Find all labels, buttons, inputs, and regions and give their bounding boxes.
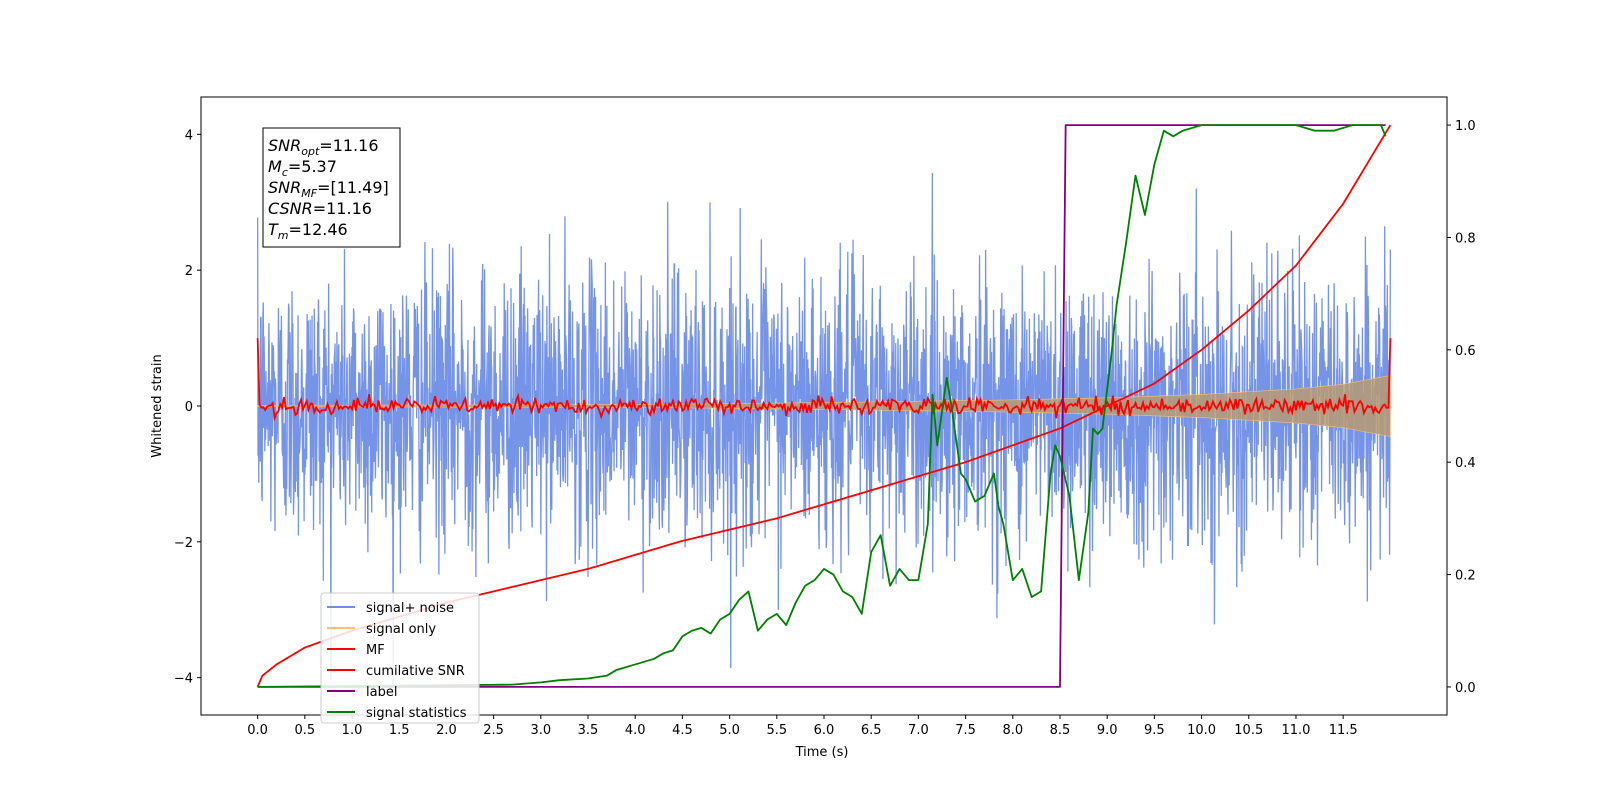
y2-tick-label: 0.6 [1455,344,1476,359]
series-mf [256,338,1392,422]
info-tm: Tm=12.46 [268,220,348,242]
info-snr-opt: SNRopt=11.16 [268,136,379,158]
x-tick-label: 7.0 [908,723,929,738]
x-tick-label: 1.5 [389,723,410,738]
series-layer [256,124,1392,688]
legend-label: cumilative SNR [366,664,465,679]
x-tick-label: 11.0 [1281,723,1310,738]
x-tick-label: 6.5 [861,723,882,738]
legend-label: signal statistics [366,706,467,721]
y-tick-label: −4 [174,672,193,687]
x-tick-label: 9.0 [1097,723,1118,738]
info-box: SNRopt=11.16 Mc=5.37 SNRMF=[11.49] CSNR=… [262,127,401,248]
x-tick-label: 5.0 [719,723,740,738]
x-tick-label: 10.0 [1187,723,1216,738]
x-tick-label: 7.5 [955,723,976,738]
y2-tick-label: 0.4 [1455,456,1476,471]
legend-label: signal only [366,622,436,637]
x-tick-label: 9.5 [1144,723,1165,738]
info-csnr: CSNR=11.16 [268,199,372,218]
x-tick-label: 11.5 [1329,723,1358,738]
x-tick-label: 8.5 [1050,723,1071,738]
y-axis-right: 1.0 0.8 0.6 0.4 0.2 0.0 [1447,119,1476,696]
info-snr-mf: SNRMF=[11.49] [268,178,389,200]
x-tick-label: 0.5 [294,723,315,738]
legend: signal+ noise signal only MF cumilative SNR… [320,592,480,724]
x-tick-label: 1.0 [342,723,363,738]
x-tick-label: 2.5 [483,723,504,738]
y-tick-label: 4 [185,128,193,143]
x-tick-label: 6.0 [814,723,835,738]
series-signal-statistics [257,124,1387,688]
info-box-frame [262,127,401,248]
info-mc: Mc=5.37 [268,157,337,179]
legend-label: signal+ noise [366,601,454,616]
x-axis-label: Time (s) [795,745,849,760]
x-tick-label: 4.0 [625,723,646,738]
y2-tick-label: 0.8 [1455,231,1476,246]
series-signal-noise [256,173,1392,685]
x-tick-label: 8.0 [1002,723,1023,738]
x-axis: 0.0 0.5 1.0 1.5 2.0 2.5 3.0 3.5 4.0 4.5 5.0 5.5 6.0 6… [247,715,1358,738]
y-tick-label: −2 [174,536,193,551]
y-tick-label: 2 [185,264,193,279]
x-tick-label: 3.0 [530,723,551,738]
x-tick-label: 2.0 [436,723,457,738]
y-axis-left: 4 2 0 −2 −4 [174,128,201,687]
y2-tick-label: 0.0 [1455,681,1476,696]
y-tick-label: 0 [185,400,193,415]
x-tick-label: 0.0 [247,723,268,738]
y2-tick-label: 0.2 [1455,569,1476,584]
x-tick-label: 3.5 [578,723,599,738]
x-tick-label: 4.5 [672,723,693,738]
legend-label: label [366,685,397,700]
legend-frame [320,592,480,724]
x-tick-label: 5.5 [766,723,787,738]
x-tick-label: 10.5 [1234,723,1263,738]
y-axis-label: Whitened strain [150,354,165,457]
y2-tick-label: 1.0 [1455,119,1476,134]
legend-label: MF [366,643,385,658]
